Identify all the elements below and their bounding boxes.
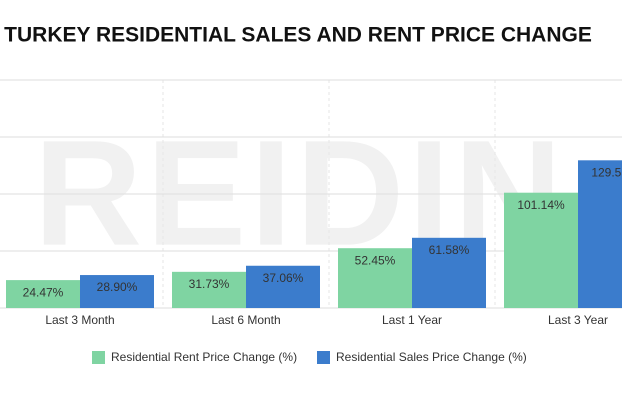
x-tick-label: Last 6 Month [211,313,280,327]
bar [6,280,80,308]
value-label: 37.06% [263,271,304,285]
legend-swatch [92,351,105,364]
bar [504,192,578,308]
x-tick-label: Last 3 Year [548,313,608,327]
value-label: 31.73% [189,277,230,291]
value-label: 24.47% [23,285,64,299]
legend-label: Residential Rent Price Change (%) [111,350,297,364]
x-tick-label: Last 3 Month [45,313,114,327]
bar [172,271,246,308]
legend-swatch [317,351,330,364]
value-label: 61.58% [429,243,470,257]
value-label: 101.14% [517,198,565,212]
x-tick-label: Last 1 Year [382,313,442,327]
bar [246,265,320,308]
value-label: 52.45% [355,253,396,267]
legend-label: Residential Sales Price Change (%) [336,350,527,364]
bar [338,248,412,308]
bar [412,237,486,308]
value-label: 129.55% [591,165,622,179]
value-label: 28.90% [97,280,138,294]
chart-title: TURKEY RESIDENTIAL SALES AND RENT PRICE … [4,24,592,47]
bar [578,160,622,308]
bar [80,275,154,308]
